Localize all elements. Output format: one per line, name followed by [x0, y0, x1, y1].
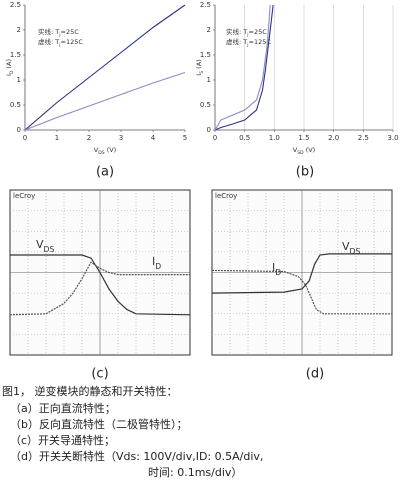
- x-axis-label-part: SD: [297, 150, 304, 156]
- legend-entry-part: j: [246, 32, 248, 38]
- trace-label: ID: [272, 261, 281, 277]
- x-axis-label: VDS (V): [94, 146, 116, 156]
- y-axis-label-part: S: [199, 71, 205, 74]
- subplot-label: (b): [296, 165, 314, 180]
- caption-line: （d）开关关断特性（Vds: 100V/div,ID: 0.5A/div,: [10, 449, 263, 463]
- y-axis-label: IS (A): [195, 59, 205, 75]
- x-tick-label: 3.0: [387, 134, 398, 142]
- y-axis-label-part: D: [9, 70, 15, 74]
- legend-entry-part: =25C: [249, 28, 268, 36]
- legend-entry-part: =125C: [61, 38, 84, 46]
- subplot-label: (a): [96, 165, 114, 180]
- y-tick-label: 2.5: [10, 1, 21, 9]
- x-axis-label-part: (V): [105, 146, 117, 154]
- y-tick-label: 0.5: [10, 101, 21, 109]
- y-axis-label-part: I: [195, 74, 203, 76]
- caption-line: 时间: 0.1ms/div）: [148, 466, 242, 479]
- series-line: [24, 4, 186, 131]
- y-axis-label-part: (A): [195, 59, 203, 71]
- x-tick-label: 1.0: [269, 134, 280, 142]
- subplot-label: (c): [91, 367, 108, 382]
- x-axis-label: VSD (V): [293, 146, 315, 156]
- x-tick-label: 2: [87, 134, 91, 142]
- caption-line: （b）反向直流特性（二极管特性）；: [10, 417, 187, 431]
- legend-entry-part: 实线: T: [226, 27, 247, 36]
- scope-trace: [9, 261, 190, 316]
- trace-label-part: V: [36, 238, 44, 251]
- trace-label-part: DS: [44, 245, 55, 254]
- scope-brand: leCroy: [13, 192, 35, 200]
- y-tick-label: 1.5: [10, 51, 21, 59]
- legend-entry: 实线: Tj=25C: [38, 27, 79, 38]
- trace-label-part: DS: [350, 247, 361, 256]
- legend-entry-part: 实线: T: [38, 27, 59, 36]
- subplot-label: (d): [306, 367, 324, 382]
- scope-trace: [10, 254, 191, 316]
- legend-entry-part: =25C: [61, 28, 80, 36]
- y-tick-label: 0: [17, 126, 21, 134]
- legend-entry-part: 虚线: T: [226, 37, 247, 46]
- x-tick-label: 0: [213, 134, 217, 142]
- y-axis-label-part: I: [5, 74, 13, 76]
- y-tick-label: 2.5: [200, 1, 211, 9]
- x-axis-label-part: (V): [304, 146, 316, 154]
- y-tick-label: 0.5: [200, 101, 211, 109]
- x-tick-label: 2.0: [328, 134, 339, 142]
- trace-label: ID: [152, 255, 161, 271]
- trace-label-part: I: [272, 261, 275, 274]
- caption-line: （c）开关导通特性；: [10, 433, 115, 447]
- legend-entry-part: j: [58, 42, 60, 48]
- legend-entry: 实线: Tj=25C: [226, 27, 267, 38]
- y-tick-label: 0: [207, 126, 211, 134]
- x-tick-label: 5: [183, 134, 187, 142]
- scope-brand: leCroy: [215, 192, 237, 200]
- y-tick-label: 1: [207, 76, 211, 84]
- trace-label: VDS: [342, 240, 360, 256]
- x-axis-label-part: DS: [98, 150, 105, 156]
- trace-label-part: D: [275, 268, 281, 277]
- series-line: [214, 4, 274, 131]
- scope-trace: [211, 269, 392, 315]
- legend-entry-part: =125C: [249, 38, 272, 46]
- series-line: [214, 4, 271, 131]
- x-tick-label: 0.5: [239, 134, 250, 142]
- x-tick-label: 4: [151, 134, 156, 142]
- x-axis-label-part: V: [293, 146, 298, 154]
- scope-trace: [211, 253, 392, 294]
- legend-entry: 虚线: Tj=125C: [38, 37, 83, 48]
- y-tick-label: 2: [207, 26, 211, 34]
- caption-line: （a）正向直流特性；: [10, 401, 116, 415]
- series-line: [24, 71, 186, 131]
- legend-entry: 虚线: Tj=125C: [226, 37, 271, 48]
- legend-entry-part: j: [246, 42, 248, 48]
- y-axis-label-part: (A): [5, 59, 13, 71]
- caption-title: 图1， 逆变模块的静态和开关特性：: [2, 384, 178, 398]
- y-tick-label: 1.5: [200, 51, 211, 59]
- y-axis-label: ID (A): [5, 59, 15, 76]
- x-tick-label: 3: [119, 134, 123, 142]
- x-tick-label: 1.5: [298, 134, 309, 142]
- trace-label-part: D: [155, 262, 161, 271]
- y-tick-label: 2: [17, 26, 21, 34]
- trace-label-part: V: [342, 240, 350, 253]
- x-tick-label: 0: [23, 134, 27, 142]
- axes: [24, 5, 185, 131]
- legend-entry-part: 虚线: T: [38, 37, 59, 46]
- y-tick-label: 1: [17, 76, 21, 84]
- x-tick-label: 1: [55, 134, 59, 142]
- x-tick-label: 2.5: [358, 134, 369, 142]
- legend-entry-part: j: [58, 32, 60, 38]
- trace-label: VDS: [36, 238, 54, 254]
- x-axis-label-part: V: [94, 146, 99, 154]
- trace-label-part: I: [152, 255, 155, 268]
